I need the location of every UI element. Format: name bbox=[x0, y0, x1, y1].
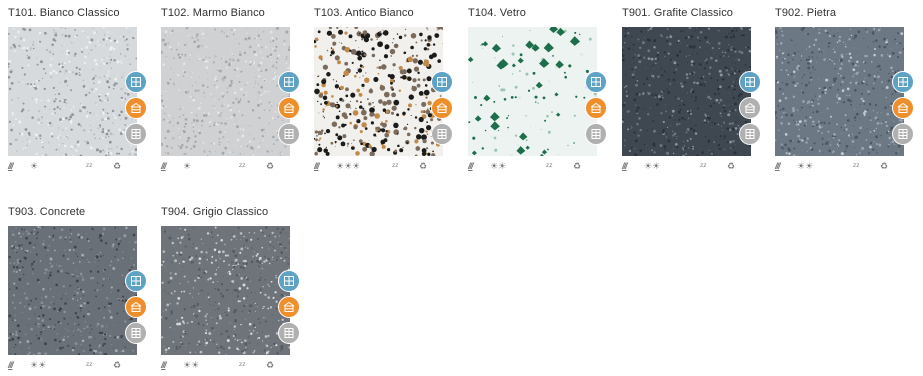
product-card[interactable]: T904. Grigio Classico /// ☀☀ ᶻᶻ ♻ bbox=[161, 206, 311, 376]
traffic-icon: /// bbox=[622, 161, 627, 171]
wave-icon: ᶻᶻ bbox=[700, 161, 706, 171]
wall-cladding-icon bbox=[278, 123, 300, 145]
wave-icon: ᶻᶻ bbox=[392, 161, 398, 171]
sun-icon: ☀☀ bbox=[183, 360, 199, 371]
application-badges bbox=[431, 71, 453, 149]
product-title: T101. Bianco Classico bbox=[8, 7, 120, 19]
product-properties: /// ☀☀ ᶻᶻ ♻ bbox=[161, 360, 301, 372]
wave-icon: ᶻᶻ bbox=[239, 360, 245, 370]
product-swatch[interactable] bbox=[161, 226, 290, 355]
wave-icon: ᶻᶻ bbox=[239, 161, 245, 171]
product-properties: /// ☀☀☀ ᶻᶻ ♻ bbox=[314, 161, 454, 173]
wave-icon: ᶻᶻ bbox=[86, 360, 92, 370]
product-properties: /// ☀ ᶻᶻ ♻ bbox=[8, 161, 148, 173]
recycle-icon: ♻ bbox=[573, 161, 581, 172]
sun-icon: ☀☀ bbox=[490, 161, 506, 172]
worktop-icon bbox=[431, 97, 453, 119]
sun-icon: ☀☀ bbox=[797, 161, 813, 172]
product-card[interactable]: T902. Pietra /// ☀☀ ᶻᶻ ♻ bbox=[775, 7, 923, 177]
wall-cladding-icon bbox=[585, 123, 607, 145]
product-swatch[interactable] bbox=[161, 27, 290, 156]
window-sill-icon bbox=[739, 71, 761, 93]
wave-icon: ᶻᶻ bbox=[86, 161, 92, 171]
recycle-icon: ♻ bbox=[113, 360, 121, 371]
wall-cladding-icon bbox=[739, 123, 761, 145]
traffic-icon: /// bbox=[8, 161, 13, 171]
product-swatch[interactable] bbox=[622, 27, 751, 156]
product-title: T103. Antico Bianco bbox=[314, 7, 414, 19]
application-badges bbox=[278, 270, 300, 348]
wall-cladding-icon bbox=[431, 123, 453, 145]
traffic-icon: /// bbox=[314, 161, 319, 171]
recycle-icon: ♻ bbox=[266, 161, 274, 172]
window-sill-icon bbox=[431, 71, 453, 93]
application-badges bbox=[739, 71, 761, 149]
window-sill-icon bbox=[892, 71, 914, 93]
wall-cladding-icon bbox=[278, 322, 300, 344]
product-swatch[interactable] bbox=[8, 226, 137, 355]
product-title: T902. Pietra bbox=[775, 7, 836, 19]
worktop-icon bbox=[585, 97, 607, 119]
product-swatch[interactable] bbox=[8, 27, 137, 156]
worktop-icon bbox=[892, 97, 914, 119]
sun-icon: ☀☀☀ bbox=[336, 161, 360, 172]
product-title: T901. Grafite Classico bbox=[622, 7, 733, 19]
product-properties: /// ☀☀ ᶻᶻ ♻ bbox=[468, 161, 608, 173]
wall-cladding-icon bbox=[125, 322, 147, 344]
wave-icon: ᶻᶻ bbox=[546, 161, 552, 171]
recycle-icon: ♻ bbox=[113, 161, 121, 172]
traffic-icon: /// bbox=[8, 360, 13, 370]
traffic-icon: /// bbox=[161, 360, 166, 370]
product-properties: /// ☀ ᶻᶻ ♻ bbox=[161, 161, 301, 173]
application-badges bbox=[585, 71, 607, 149]
window-sill-icon bbox=[125, 71, 147, 93]
product-title: T104. Vetro bbox=[468, 7, 526, 19]
recycle-icon: ♻ bbox=[880, 161, 888, 172]
sun-icon: ☀☀ bbox=[644, 161, 660, 172]
wave-icon: ᶻᶻ bbox=[853, 161, 859, 171]
product-properties: /// ☀☀ ᶻᶻ ♻ bbox=[8, 360, 148, 372]
product-title: T102. Marmo Bianco bbox=[161, 7, 265, 19]
wall-cladding-icon bbox=[892, 123, 914, 145]
product-card[interactable]: T101. Bianco Classico /// ☀ ᶻᶻ ♻ bbox=[8, 7, 158, 177]
product-swatch[interactable] bbox=[468, 27, 597, 156]
product-title: T904. Grigio Classico bbox=[161, 206, 268, 218]
window-sill-icon bbox=[585, 71, 607, 93]
traffic-icon: /// bbox=[161, 161, 166, 171]
product-card[interactable]: T102. Marmo Bianco /// ☀ ᶻᶻ ♻ bbox=[161, 7, 311, 177]
worktop-icon bbox=[278, 296, 300, 318]
product-title: T903. Concrete bbox=[8, 206, 85, 218]
recycle-icon: ♻ bbox=[266, 360, 274, 371]
application-badges bbox=[125, 71, 147, 149]
sun-icon: ☀☀ bbox=[30, 360, 46, 371]
product-swatch[interactable] bbox=[314, 27, 443, 156]
recycle-icon: ♻ bbox=[419, 161, 427, 172]
product-swatch[interactable] bbox=[775, 27, 904, 156]
application-badges bbox=[125, 270, 147, 348]
traffic-icon: /// bbox=[775, 161, 780, 171]
traffic-icon: /// bbox=[468, 161, 473, 171]
product-card[interactable]: T901. Grafite Classico /// ☀☀ ᶻᶻ ♻ bbox=[622, 7, 772, 177]
sun-icon: ☀ bbox=[30, 161, 38, 172]
application-badges bbox=[892, 71, 914, 149]
wall-cladding-icon bbox=[125, 123, 147, 145]
recycle-icon: ♻ bbox=[727, 161, 735, 172]
sun-icon: ☀ bbox=[183, 161, 191, 172]
product-card[interactable]: T104. Vetro /// ☀☀ ᶻᶻ ♻ bbox=[468, 7, 618, 177]
application-badges bbox=[278, 71, 300, 149]
window-sill-icon bbox=[278, 270, 300, 292]
window-sill-icon bbox=[125, 270, 147, 292]
product-card[interactable]: T103. Antico Bianco /// ☀☀☀ ᶻᶻ ♻ bbox=[314, 7, 464, 177]
window-sill-icon bbox=[278, 71, 300, 93]
worktop-icon bbox=[278, 97, 300, 119]
product-properties: /// ☀☀ ᶻᶻ ♻ bbox=[775, 161, 915, 173]
product-properties: /// ☀☀ ᶻᶻ ♻ bbox=[622, 161, 762, 173]
product-card[interactable]: T903. Concrete /// ☀☀ ᶻᶻ ♻ bbox=[8, 206, 158, 376]
worktop-icon bbox=[125, 97, 147, 119]
worktop-icon bbox=[739, 97, 761, 119]
worktop-icon bbox=[125, 296, 147, 318]
